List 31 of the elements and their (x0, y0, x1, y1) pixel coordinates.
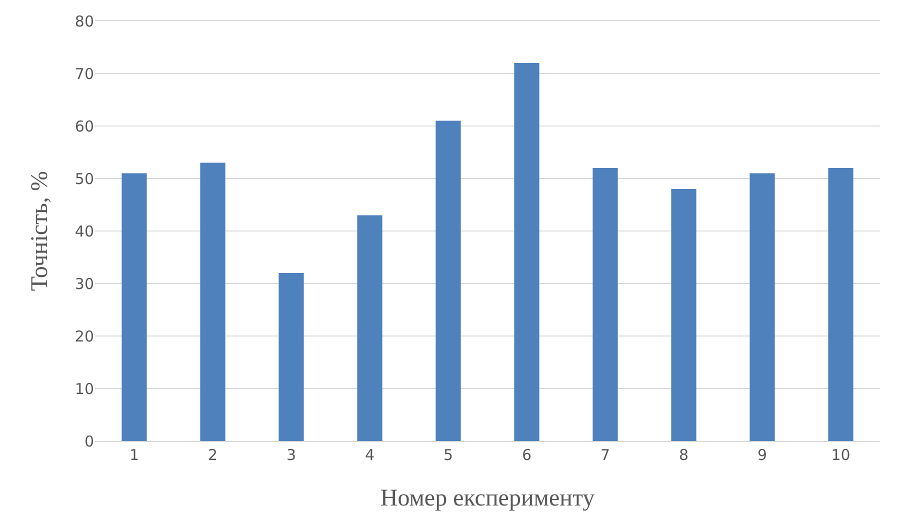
x-tick-label: 3 (286, 446, 296, 464)
bar (278, 273, 304, 441)
x-tick-label: 9 (757, 446, 768, 464)
y-tick-label: 10 (74, 380, 94, 398)
bar (122, 173, 147, 441)
x-axis-title: Номер експерименту (380, 485, 595, 512)
x-tick-label: 1 (129, 446, 140, 464)
bar (357, 215, 382, 441)
y-tick-label: 80 (74, 12, 94, 30)
x-tick-label: 10 (831, 446, 850, 464)
bar (671, 189, 696, 441)
y-tick-label: 50 (74, 170, 94, 188)
bar (436, 120, 461, 441)
x-tick-label: 6 (522, 446, 532, 464)
bar (592, 168, 618, 441)
y-tick-label: 60 (74, 117, 94, 136)
x-tick-label: 8 (678, 446, 689, 464)
x-tick-label: 7 (600, 446, 610, 464)
y-tick-label: 70 (74, 64, 94, 83)
x-tick-label: 4 (364, 446, 375, 464)
bar (828, 168, 854, 441)
y-axis-title: Точність, % (27, 171, 54, 291)
y-tick-label: 0 (84, 432, 94, 450)
y-tick-label: 30 (74, 274, 94, 293)
x-tick-label: 2 (208, 446, 218, 464)
bar (750, 173, 775, 441)
x-tick-label: 5 (443, 446, 454, 464)
bar (514, 63, 540, 441)
bar (200, 162, 226, 441)
y-tick-label: 40 (74, 222, 94, 240)
y-tick-label: 20 (74, 327, 94, 346)
